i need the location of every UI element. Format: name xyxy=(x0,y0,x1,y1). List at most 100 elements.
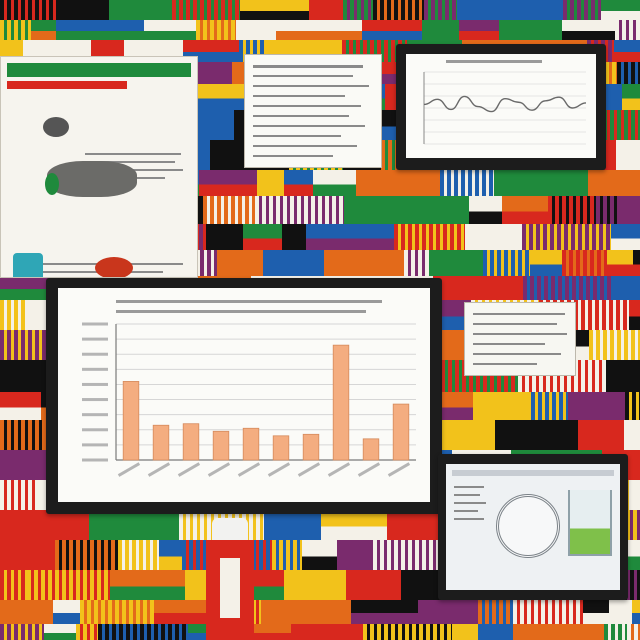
collage-block xyxy=(589,330,640,360)
collage-block xyxy=(563,0,601,20)
collage-block xyxy=(203,196,255,224)
collage-block xyxy=(596,196,618,224)
collage-block xyxy=(622,84,640,110)
bar-chart-y-tick xyxy=(82,382,108,386)
collage-block xyxy=(31,20,56,40)
bar-chart-x-tick xyxy=(237,462,261,477)
collage-block xyxy=(473,392,531,420)
collage-block xyxy=(457,0,517,20)
collage-block xyxy=(517,0,563,20)
bar-chart-x-tick xyxy=(147,462,171,477)
collage-block xyxy=(282,224,306,250)
collage-block xyxy=(578,420,624,450)
lab-monitor xyxy=(438,454,628,600)
collage-block xyxy=(55,540,118,570)
collage-block xyxy=(193,110,234,140)
pill-document-panel xyxy=(0,56,198,278)
collage-block xyxy=(243,224,282,250)
collage-block xyxy=(422,20,459,40)
collage-block xyxy=(255,196,344,224)
bar-chart-y-tick xyxy=(82,322,108,326)
collage-block xyxy=(530,250,562,276)
collage-block xyxy=(0,20,31,40)
collage-block xyxy=(98,624,188,640)
collage-block xyxy=(618,196,640,224)
collage-block xyxy=(452,624,478,640)
bar-chart-bar xyxy=(242,427,260,461)
collage-block xyxy=(272,540,302,570)
collage-block xyxy=(609,600,632,624)
collage-block xyxy=(0,600,53,624)
bar-chart-monitor xyxy=(46,278,442,514)
line-chart-screen xyxy=(406,54,596,158)
bar-chart-x-tick xyxy=(327,462,351,477)
collage-block xyxy=(522,224,611,250)
collage-block xyxy=(172,0,240,20)
collage-block xyxy=(284,170,313,196)
collage-block xyxy=(257,170,284,196)
collage-block xyxy=(404,250,429,276)
bar-chart-y-tick xyxy=(82,413,108,417)
collage-block xyxy=(321,510,387,540)
bar-chart-icon xyxy=(82,322,416,477)
bar-chart-x-tick xyxy=(297,462,321,477)
collage-block xyxy=(483,250,530,276)
bar-chart-y-tick xyxy=(82,352,108,356)
collage-block xyxy=(56,0,109,20)
collage-block xyxy=(478,624,513,640)
collage-block xyxy=(0,420,55,450)
bar-chart-bar xyxy=(272,435,290,461)
collage-block xyxy=(27,570,110,600)
collage-block xyxy=(110,570,185,600)
collage-block xyxy=(196,20,236,40)
collage-block xyxy=(418,600,478,624)
lab-screen xyxy=(446,464,620,590)
collage-block xyxy=(531,392,568,420)
collage-block xyxy=(302,540,337,570)
collage-block xyxy=(144,20,196,40)
collage-block xyxy=(373,0,424,20)
collage-block xyxy=(495,420,578,450)
bar-chart-y-tick xyxy=(82,443,108,447)
collage-block xyxy=(80,600,154,624)
collage-block xyxy=(626,510,640,540)
collage-block xyxy=(356,170,440,196)
line-chart-title-stub xyxy=(446,60,542,63)
collage-block xyxy=(0,540,55,570)
collage-block xyxy=(616,140,640,170)
line-chart-icon xyxy=(423,60,587,145)
collage-block xyxy=(441,420,495,450)
collage-block xyxy=(502,196,548,224)
collage-block xyxy=(76,624,98,640)
collage-block xyxy=(363,624,452,640)
collage-block xyxy=(440,170,494,196)
collage-block xyxy=(343,0,373,20)
collage-block xyxy=(337,540,373,570)
collage-block xyxy=(109,0,172,20)
collage-block xyxy=(313,170,356,196)
collage-block xyxy=(373,540,444,570)
collage-block xyxy=(459,20,499,40)
bar-chart-y-tick xyxy=(82,458,108,462)
collage-block xyxy=(424,0,457,20)
collage-block xyxy=(0,510,89,540)
collage-block xyxy=(513,624,604,640)
bottle-icon xyxy=(13,253,43,277)
collage-block xyxy=(624,420,640,450)
collage-block xyxy=(0,480,39,510)
bar-chart-screen xyxy=(58,288,430,502)
collage-block xyxy=(306,224,394,250)
collage-block xyxy=(0,0,56,20)
collage-block xyxy=(469,196,502,224)
bar-chart-bar xyxy=(182,423,200,461)
bar-chart-x-tick xyxy=(177,462,201,477)
collage-block xyxy=(614,40,640,62)
bar-chart-bar xyxy=(392,403,410,461)
collage-block xyxy=(362,20,422,40)
collage-block xyxy=(344,196,387,224)
collage-block xyxy=(629,300,640,330)
collage-block xyxy=(0,300,28,330)
collage-block xyxy=(583,600,609,624)
gauge-icon xyxy=(496,494,560,558)
collage-block xyxy=(494,170,559,196)
